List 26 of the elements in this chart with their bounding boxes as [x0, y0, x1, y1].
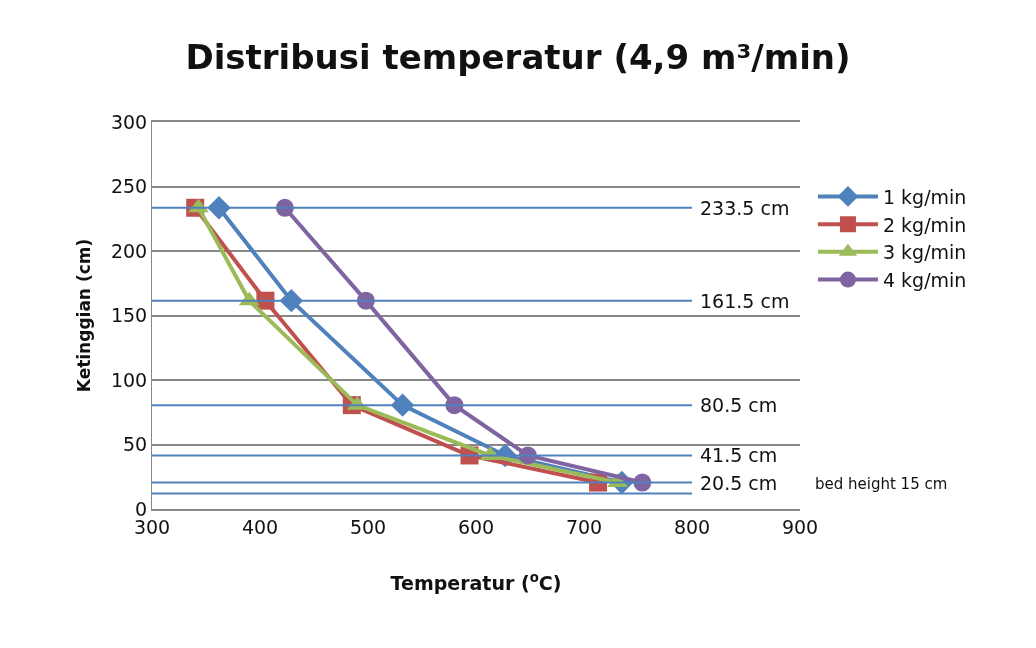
legend-label: 4 kg/min — [882, 268, 967, 291]
legend-label: 2 kg/min — [882, 213, 967, 236]
x-tick-label: 400 — [241, 515, 279, 538]
y-tick-label: 300 — [110, 110, 148, 133]
ref-line-label: 161.5 cm — [700, 290, 790, 312]
ref-line-label: 80.5 cm — [700, 394, 778, 416]
y-tick-label: 0 — [135, 497, 148, 520]
x-tick-label: 800 — [673, 515, 711, 538]
x-tick-label: 700 — [565, 515, 603, 538]
y-tick-label: 100 — [110, 368, 148, 391]
legend-label: 3 kg/min — [882, 241, 967, 264]
y-tick-label: 150 — [110, 304, 148, 327]
chart-title: Distribusi temperatur (4,9 m³/min) — [185, 37, 851, 78]
text: bed height 15 cm — [815, 475, 948, 493]
y-axis-title: Ketinggian (cm) — [74, 238, 95, 393]
x-axis-title: Temperatur ($^{o}$C) — [390, 569, 562, 594]
y-tick-label: 250 — [110, 175, 148, 198]
x-tick-label: 500 — [349, 515, 387, 538]
ref-line-label: 41.5 cm — [700, 444, 778, 466]
y-tick-label: 200 — [110, 239, 148, 262]
legend-label: 1 kg/min — [882, 185, 967, 208]
y-tick-label: 50 — [123, 433, 148, 456]
x-tick-label: 900 — [781, 515, 819, 538]
x-tick-label: 600 — [457, 515, 495, 538]
ref-line-label: 20.5 cm — [700, 472, 778, 494]
ref-line-label: 233.5 cm — [700, 197, 790, 219]
